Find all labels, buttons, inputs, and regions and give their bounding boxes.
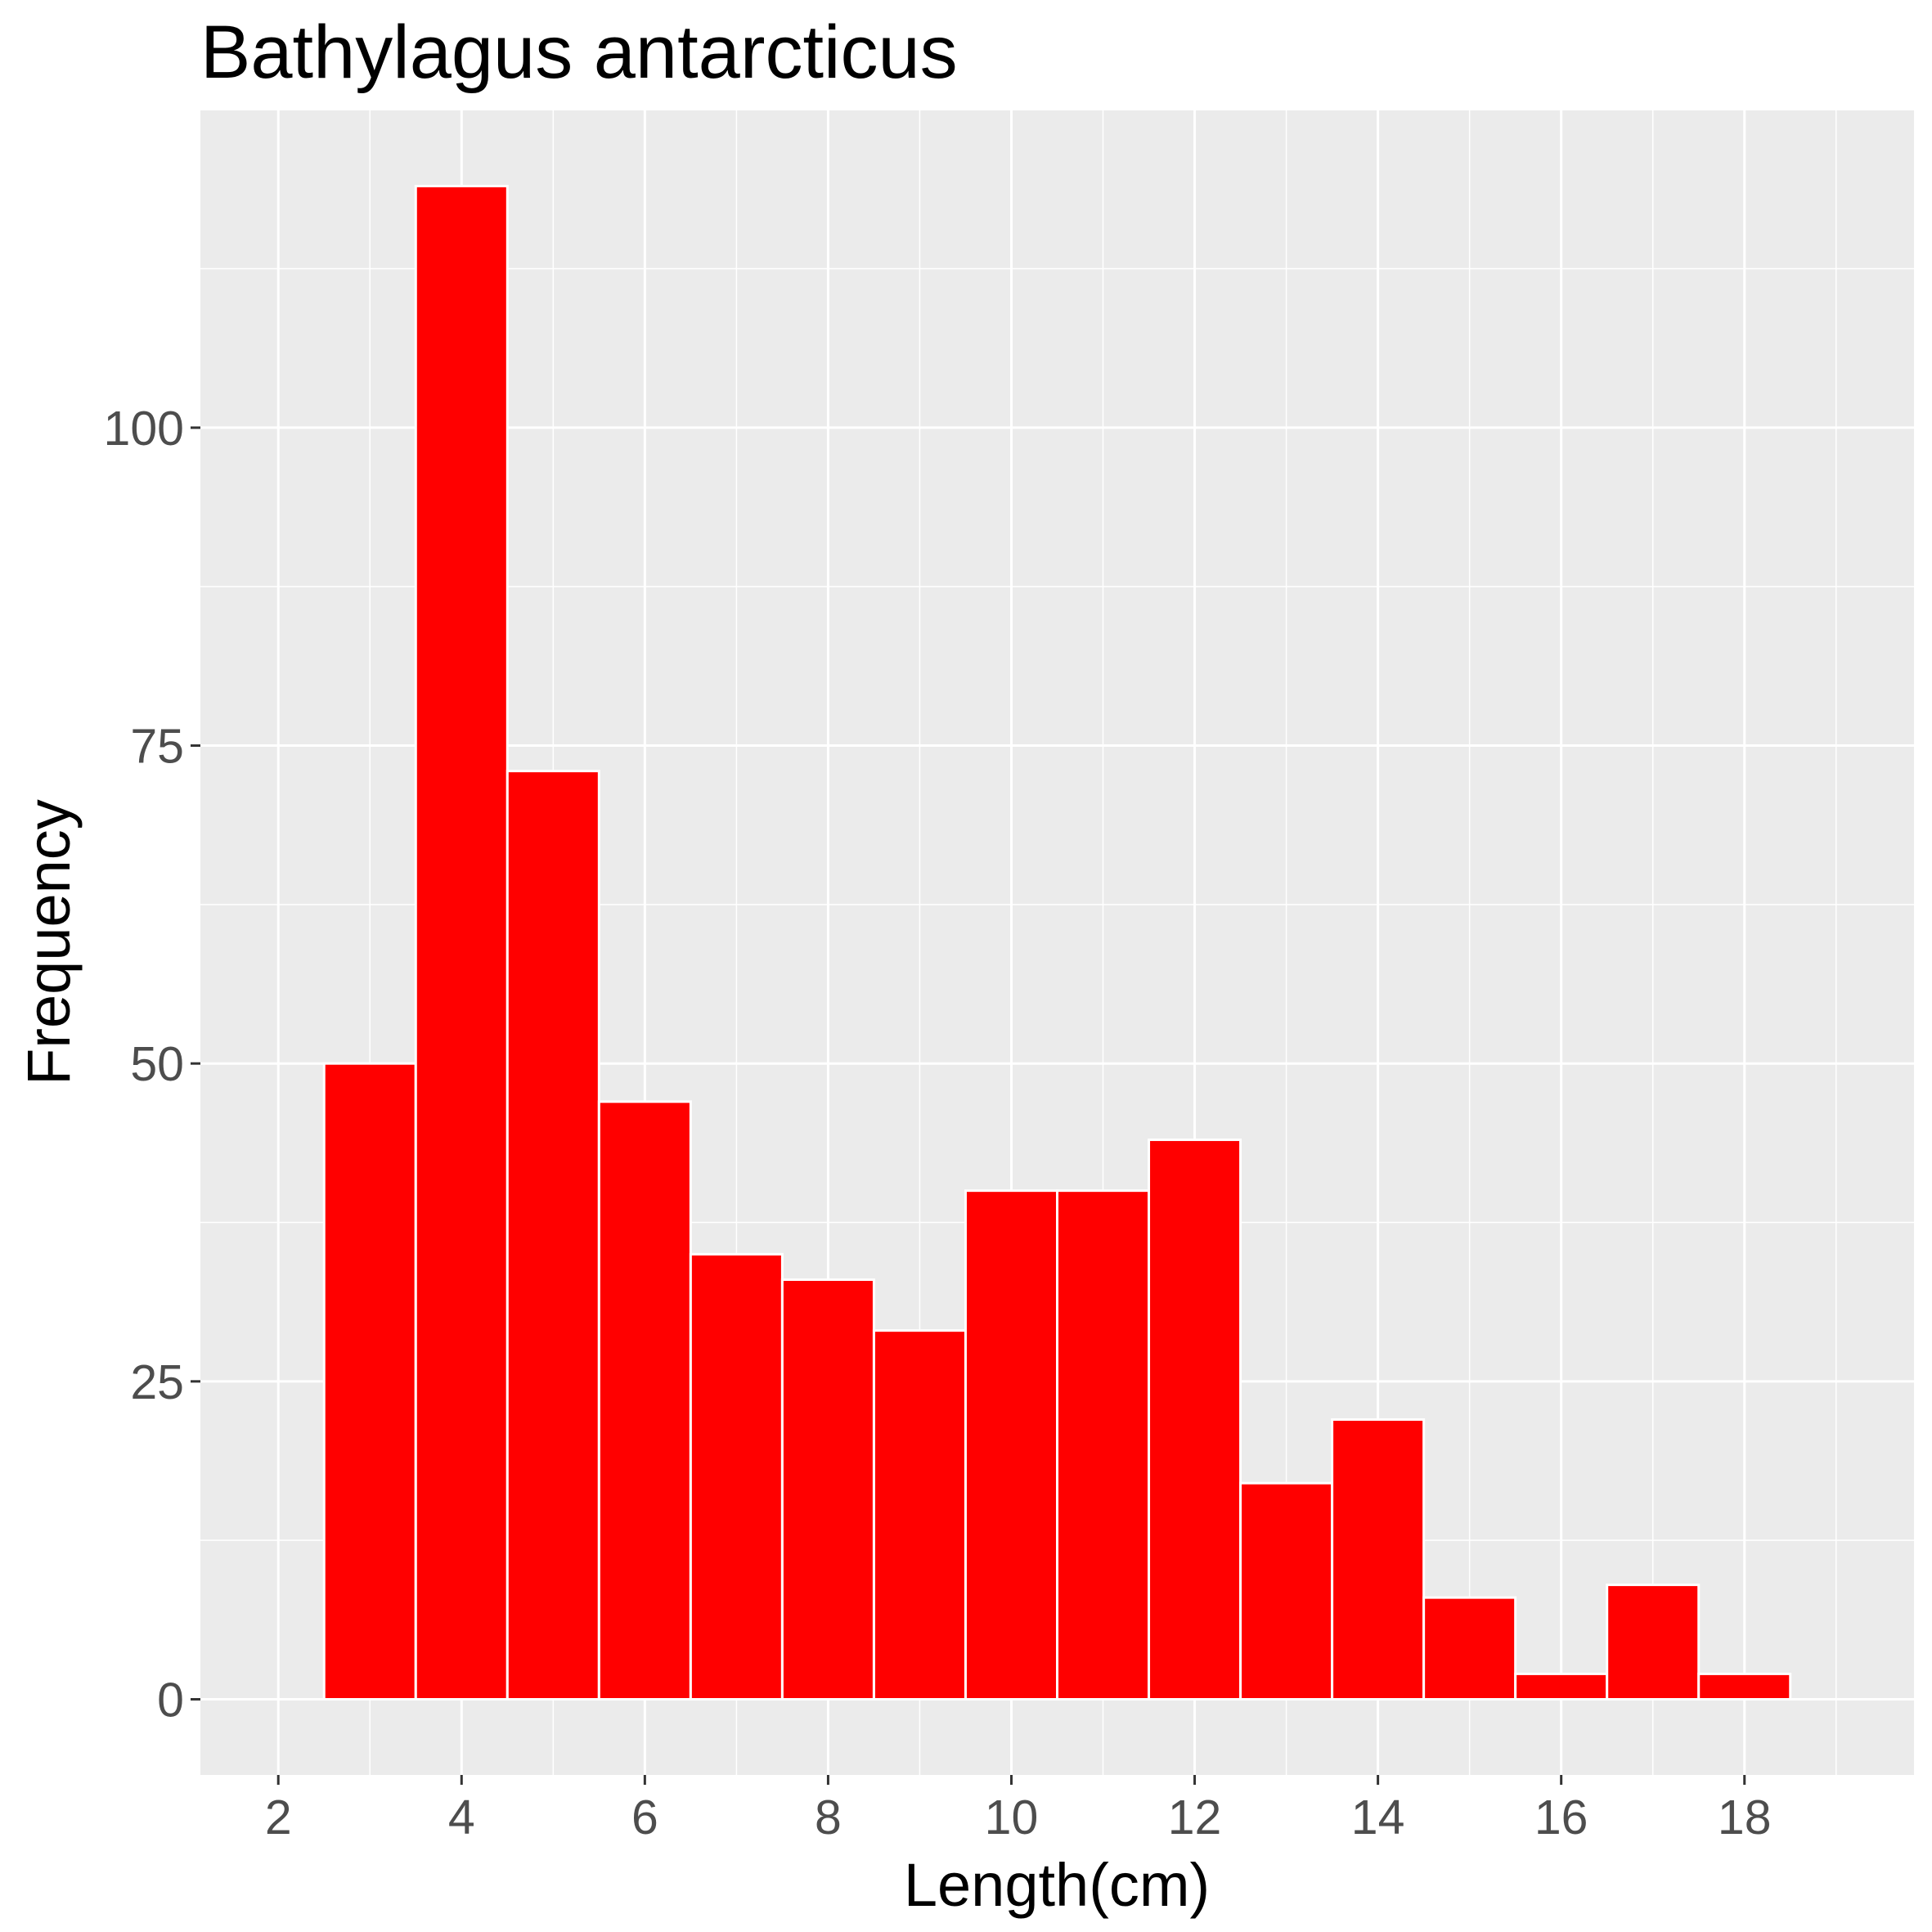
histogram-bar bbox=[1148, 1138, 1242, 1701]
chart-title: Bathylagus antarcticus bbox=[200, 11, 958, 94]
histogram-bar bbox=[1697, 1672, 1792, 1701]
histogram-bars bbox=[322, 185, 1792, 1701]
histogram-bar bbox=[1606, 1584, 1701, 1701]
histogram-bar bbox=[597, 1100, 692, 1701]
histogram-bar bbox=[505, 770, 600, 1701]
x-axis: 2 4 6 8 10 12 14 16 18 bbox=[265, 1775, 1772, 1844]
x-tick-label: 18 bbox=[1718, 1790, 1772, 1844]
histogram-bar bbox=[872, 1329, 967, 1701]
y-axis-label: Frequency bbox=[15, 799, 83, 1085]
x-tick-label: 14 bbox=[1351, 1790, 1405, 1844]
x-tick-label: 2 bbox=[265, 1790, 292, 1844]
y-tick-label: 100 bbox=[104, 402, 184, 456]
histogram-bar bbox=[1056, 1189, 1151, 1701]
x-tick-label: 6 bbox=[631, 1790, 658, 1844]
y-tick-label: 25 bbox=[130, 1355, 184, 1409]
y-tick-label: 0 bbox=[157, 1674, 184, 1728]
histogram-bar bbox=[322, 1062, 417, 1701]
histogram-bar bbox=[780, 1278, 875, 1701]
x-tick-label: 8 bbox=[815, 1790, 842, 1844]
histogram-bar bbox=[1331, 1418, 1426, 1701]
y-tick-label: 50 bbox=[130, 1037, 184, 1091]
histogram-bar bbox=[1422, 1596, 1517, 1701]
x-tick-label: 4 bbox=[448, 1790, 475, 1844]
x-tick-label: 16 bbox=[1534, 1790, 1588, 1844]
histogram-bar bbox=[414, 185, 509, 1701]
x-tick-label: 10 bbox=[985, 1790, 1039, 1844]
histogram-bar bbox=[1239, 1481, 1334, 1701]
x-axis-label: Length(cm) bbox=[904, 1851, 1210, 1919]
x-tick-label: 12 bbox=[1168, 1790, 1222, 1844]
histogram-bar bbox=[964, 1189, 1058, 1701]
histogram-bar bbox=[1514, 1672, 1609, 1701]
y-tick-label: 75 bbox=[130, 720, 184, 774]
histogram-bar bbox=[689, 1252, 784, 1701]
y-axis: 0 25 50 75 100 bbox=[104, 402, 200, 1728]
